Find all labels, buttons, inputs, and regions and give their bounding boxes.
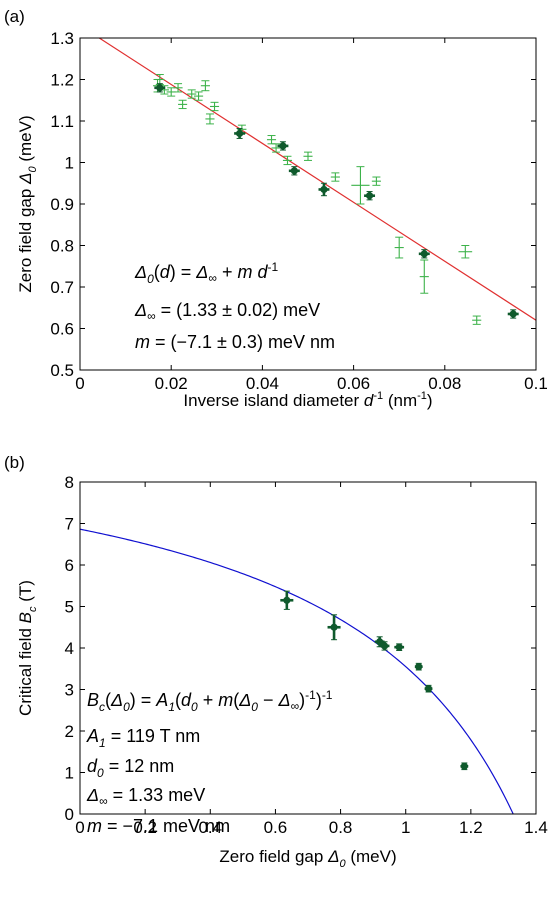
x-tick-label: 0.1 — [524, 374, 548, 393]
y-tick-label: 0.9 — [50, 195, 74, 214]
x-tick-label: 1.4 — [524, 818, 548, 837]
panel-a: (a) 0 0.02 0.04 0.06 0.08 0.1 0.5 0.6 0.7 0.8 0.9 1… — [4, 7, 548, 410]
data-point — [419, 259, 429, 294]
x-tick-label: 0.8 — [329, 818, 353, 837]
y-tick-label: 0.7 — [50, 278, 74, 297]
x-tick-label: 0.2 — [133, 818, 157, 837]
y-tick-label: 1 — [65, 154, 74, 173]
panel-a-annotation: Δ0(d) = Δ∞ + m d-1 Δ∞ = (1.33 ± 0.02) me… — [134, 260, 335, 352]
data-point — [271, 143, 281, 153]
data-point — [394, 236, 404, 259]
y-tick-label: 8 — [65, 473, 74, 492]
y-tick-label: 0.8 — [50, 237, 74, 256]
data-point — [280, 590, 294, 610]
data-point — [200, 80, 210, 92]
panel-b-label: (b) — [4, 453, 25, 472]
y-tick-label: 7 — [65, 515, 74, 534]
panel-a-label: (a) — [4, 7, 25, 26]
x-tick-label: 0.04 — [246, 374, 279, 393]
panel-b-ylabel: Critical field Bc (T) — [16, 580, 39, 716]
data-point — [266, 135, 277, 145]
data-point — [187, 89, 197, 99]
panel-b-d0: d0 = 12 nm — [87, 756, 174, 780]
data-point — [173, 83, 183, 93]
panel-a-equation: Δ0(d) = Δ∞ + m d-1 — [134, 260, 278, 286]
panel-b-points — [280, 590, 469, 771]
data-point — [234, 127, 246, 139]
x-tick-label: 0.6 — [264, 818, 288, 837]
data-point — [351, 166, 370, 205]
data-point — [379, 641, 390, 651]
x-tick-label: 0.4 — [198, 818, 222, 837]
data-point — [205, 113, 215, 125]
panel-b-delta-inf: Δ∞ = 1.33 meV — [86, 785, 205, 808]
panel-a-points — [152, 74, 519, 325]
data-point — [327, 614, 341, 641]
data-point — [209, 101, 220, 112]
y-tick-label: 0.6 — [50, 320, 74, 339]
x-tick-label: 0.08 — [428, 374, 461, 393]
panel-a-xlabel: Inverse island diameter d-1 (nm-1) — [183, 390, 432, 410]
data-point — [460, 762, 469, 771]
x-tick-label: 0 — [75, 818, 84, 837]
x-tick-label: 0.06 — [337, 374, 370, 393]
panel-b: (b) 0 0.2 0.4 0.6 0.8 1 1.2 1.4 0 1 2 3 4 5 6 7 8 Zero f… — [4, 453, 548, 870]
y-tick-label: 1 — [65, 764, 74, 783]
panel-a-ticks: 0 0.02 0.04 0.06 0.08 0.1 0.5 0.6 0.7 0.8 0.9 1 1.1 1… — [50, 29, 547, 393]
data-point — [371, 176, 381, 186]
data-point — [277, 141, 289, 151]
data-point — [154, 83, 166, 93]
data-point — [282, 155, 293, 166]
y-tick-label: 0 — [65, 805, 74, 824]
y-tick-label: 4 — [65, 639, 74, 658]
y-tick-label: 6 — [65, 556, 74, 575]
x-tick-label: 0 — [75, 374, 84, 393]
data-point — [318, 182, 330, 197]
x-tick-label: 1.2 — [459, 818, 483, 837]
data-point — [424, 684, 433, 693]
data-point — [155, 74, 165, 85]
panel-b-frame — [79, 481, 537, 815]
data-point — [330, 172, 340, 182]
data-point — [414, 662, 423, 671]
data-point — [194, 91, 204, 101]
y-tick-label: 0.5 — [50, 361, 74, 380]
y-tick-label: 5 — [65, 598, 74, 617]
panel-b-ticks: 0 0.2 0.4 0.6 0.8 1 1.2 1.4 0 1 2 3 4 5 6 7 8 — [65, 473, 548, 837]
y-tick-label: 2 — [65, 722, 74, 741]
y-tick-label: 1.2 — [50, 71, 74, 90]
data-point — [288, 166, 300, 176]
y-tick-label: 1.3 — [50, 29, 74, 48]
panel-b-slope: m = −7.1 meV nm — [87, 816, 230, 836]
y-tick-label: 3 — [65, 681, 74, 700]
panel-a-ylabel: Zero field gap Δ0 (meV) — [16, 115, 39, 292]
data-point — [418, 249, 430, 259]
data-point — [458, 245, 473, 259]
data-point — [364, 191, 376, 201]
data-point — [394, 643, 405, 651]
panel-b-annotation: Bc(Δ0) = A1(d0 + m(Δ0 − Δ∞)-1)-1 A1 = 11… — [86, 688, 333, 836]
data-point — [507, 309, 519, 319]
x-tick-label: 0.02 — [155, 374, 188, 393]
panel-a-delta-inf: Δ∞ = (1.33 ± 0.02) meV — [134, 300, 320, 323]
panel-a-frame — [79, 37, 537, 371]
panel-b-equation: Bc(Δ0) = A1(d0 + m(Δ0 − Δ∞)-1)-1 — [87, 688, 333, 714]
data-point — [178, 99, 188, 110]
panel-b-fit-curve — [80, 528, 514, 814]
panel-b-a1: A1 = 119 T nm — [86, 726, 200, 750]
data-point — [472, 315, 482, 325]
panel-b-xlabel: Zero field gap Δ0 (meV) — [219, 847, 396, 870]
data-point — [303, 151, 313, 161]
y-tick-label: 1.1 — [50, 112, 74, 131]
panel-a-slope: m = (−7.1 ± 0.3) meV nm — [135, 332, 335, 352]
x-tick-label: 1 — [401, 818, 410, 837]
